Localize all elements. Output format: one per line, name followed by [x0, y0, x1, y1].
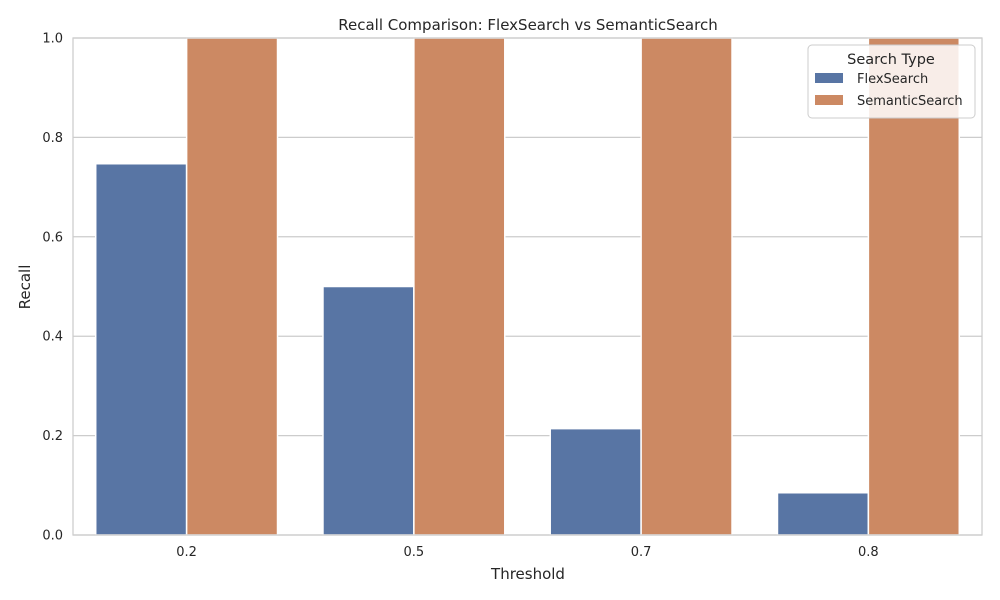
bar-semanticsearch-0.5 — [413, 37, 506, 536]
legend: Search Type FlexSearch SemanticSearch — [807, 44, 976, 119]
chart-title: Recall Comparison: FlexSearch vs Semanti… — [338, 16, 717, 34]
bar-semanticsearch-0.7 — [640, 37, 733, 536]
legend-label-flexsearch: FlexSearch — [857, 72, 928, 87]
y-axis-ticks: 0.0 0.2 0.4 0.6 0.8 1.0 — [42, 32, 63, 544]
y-axis-label: Recall — [16, 265, 34, 310]
plot-frame — [72, 37, 983, 536]
bar-flexsearch-0.2 — [94, 162, 188, 536]
y-tick-label: 1.0 — [42, 32, 63, 47]
x-axis-ticks: 0.2 0.5 0.7 0.8 — [176, 545, 878, 560]
legend-items: FlexSearch SemanticSearch — [815, 72, 963, 109]
bar-semanticsearch-0.2 — [185, 37, 279, 536]
x-tick-label: 0.8 — [858, 545, 879, 560]
plot-area — [72, 37, 983, 536]
bar-flexsearch-0.5 — [322, 285, 415, 536]
y-tick-label: 0.6 — [42, 230, 63, 245]
x-axis-label: Threshold — [490, 565, 565, 583]
legend-frame — [807, 44, 976, 119]
y-tick-label: 0.8 — [42, 131, 63, 146]
bars — [94, 37, 961, 536]
x-tick-label: 0.2 — [176, 545, 197, 560]
legend-swatch-semanticsearch — [815, 95, 843, 105]
x-tick-label: 0.5 — [404, 545, 425, 560]
y-tick-label: 0.4 — [42, 330, 63, 345]
y-tick-label: 0.2 — [42, 429, 63, 444]
y-tick-label: 0.0 — [42, 529, 63, 544]
legend-label-semanticsearch: SemanticSearch — [857, 94, 963, 109]
bar-flexsearch-0.8 — [776, 492, 870, 536]
bar-flexsearch-0.7 — [549, 427, 642, 536]
legend-title: Search Type — [847, 52, 935, 68]
bar-semanticsearch-0.8 — [867, 37, 961, 536]
legend-swatch-flexsearch — [815, 73, 843, 83]
x-tick-label: 0.7 — [631, 545, 652, 560]
